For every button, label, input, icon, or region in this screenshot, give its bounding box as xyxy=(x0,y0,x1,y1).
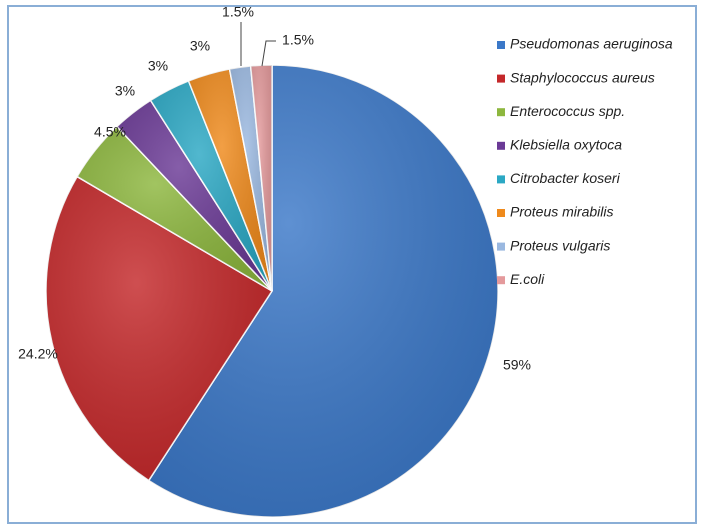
data-label: 1.5% xyxy=(222,4,254,20)
legend: Pseudomonas aeruginosa Staphylococcus aur… xyxy=(497,36,673,287)
legend-swatch xyxy=(497,41,505,49)
data-label: 24.2% xyxy=(18,346,58,362)
data-label: 3% xyxy=(148,58,168,74)
data-label: 3% xyxy=(190,38,210,54)
leader-line xyxy=(261,40,276,67)
data-label: 3% xyxy=(115,83,135,99)
legend-label: Proteus mirabilis xyxy=(510,204,613,220)
legend-swatch xyxy=(497,108,505,117)
legend-swatch xyxy=(497,242,505,251)
legend-swatch xyxy=(497,209,505,217)
legend-label: Klebsiella oxytoca xyxy=(510,137,622,153)
data-label: 1.5% xyxy=(282,32,314,48)
legend-label: Proteus vulgaris xyxy=(510,237,610,253)
legend-swatch xyxy=(497,175,505,184)
legend-swatch xyxy=(497,74,505,83)
legend-swatch xyxy=(497,276,505,285)
data-label: 4.5% xyxy=(94,124,126,140)
legend-label: Citrobacter koseri xyxy=(510,170,621,186)
legend-label: E.coli xyxy=(510,271,545,287)
data-label: 59% xyxy=(503,357,531,373)
legend-label: Enterococcus spp. xyxy=(510,103,625,119)
legend-swatch xyxy=(497,141,505,150)
legend-label: Pseudomonas aeruginosa xyxy=(510,36,673,52)
legend-label: Staphylococcus aureus xyxy=(510,69,655,85)
